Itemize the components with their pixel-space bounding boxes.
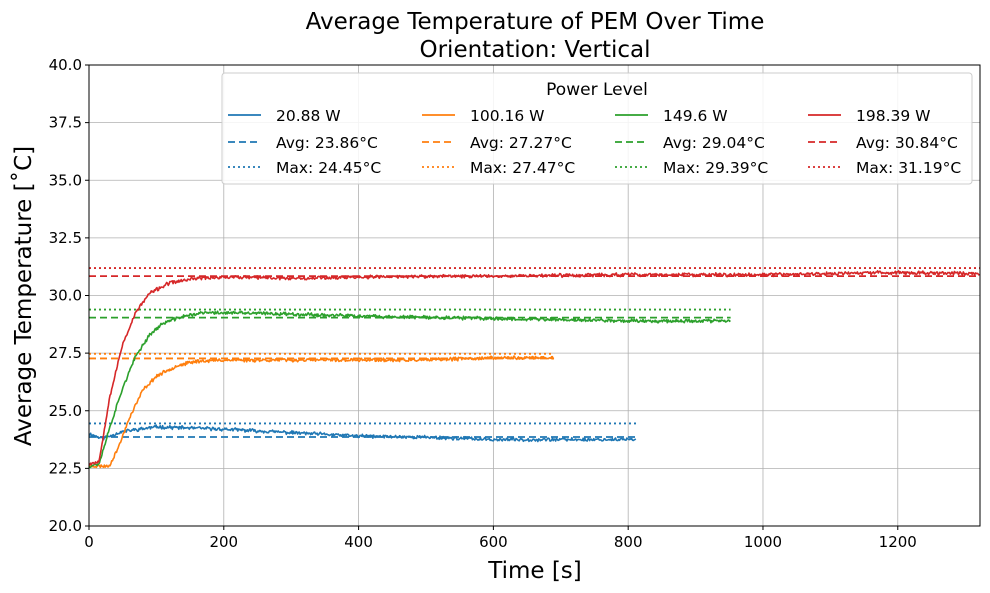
legend-title: Power Level <box>546 80 648 100</box>
x-tick-label: 1000 <box>744 533 782 551</box>
x-tick-label: 400 <box>344 533 373 551</box>
x-tick-label: 0 <box>84 533 94 551</box>
axis-ticks: 0 200 400 600 800 1000 1200 20.0 22.5 25.0 27.5 30.… <box>49 56 917 551</box>
series-line-1 <box>88 355 555 469</box>
x-tick-label: 800 <box>614 533 643 551</box>
y-axis-label: Average Temperature [˚C] <box>10 146 37 446</box>
legend-label-max-0: Max: 24.45°C <box>276 159 381 177</box>
x-tick-label: 600 <box>479 533 508 551</box>
x-axis-label: Time [s] <box>487 558 582 584</box>
legend-label-name-2: 149.6 W <box>663 107 728 125</box>
y-tick-label: 35.0 <box>49 171 82 189</box>
legend-label-max-3: Max: 31.19°C <box>856 159 961 177</box>
y-tick-label: 37.5 <box>49 114 82 132</box>
legend-label-max-2: Max: 29.39°C <box>663 159 768 177</box>
series-line-0 <box>88 424 637 443</box>
y-tick-label: 22.5 <box>49 459 82 477</box>
legend-label-name-1: 100.16 W <box>470 107 545 125</box>
legend-label-avg-0: Avg: 23.86°C <box>276 134 378 152</box>
y-tick-label: 32.5 <box>49 229 82 247</box>
legend: Power Level 20.88 W Avg: 23.86°C Max: 24.4… <box>221 72 973 185</box>
legend-label-avg-3: Avg: 30.84°C <box>856 134 958 152</box>
series-lines <box>88 269 980 469</box>
x-tick-label: 200 <box>209 533 238 551</box>
legend-label-name-3: 198.39 W <box>856 107 931 125</box>
chart-title: Average Temperature of PEM Over Time <box>306 9 765 35</box>
y-tick-label: 27.5 <box>49 344 82 362</box>
x-tick-label: 1200 <box>879 533 917 551</box>
y-tick-label: 25.0 <box>49 402 82 420</box>
series-line-2 <box>88 310 731 469</box>
legend-label-avg-1: Avg: 27.27°C <box>470 134 572 152</box>
legend-label-avg-2: Avg: 29.04°C <box>663 134 765 152</box>
legend-label-name-0: 20.88 W <box>276 107 341 125</box>
legend-box <box>221 72 973 185</box>
legend-label-max-1: Max: 27.47°C <box>470 159 575 177</box>
reference-lines <box>89 267 980 438</box>
y-tick-label: 40.0 <box>49 56 82 74</box>
chart-subtitle: Orientation: Vertical <box>420 37 651 63</box>
y-tick-label: 20.0 <box>49 517 82 535</box>
series-line-3 <box>88 269 980 466</box>
y-tick-label: 30.0 <box>49 287 82 305</box>
